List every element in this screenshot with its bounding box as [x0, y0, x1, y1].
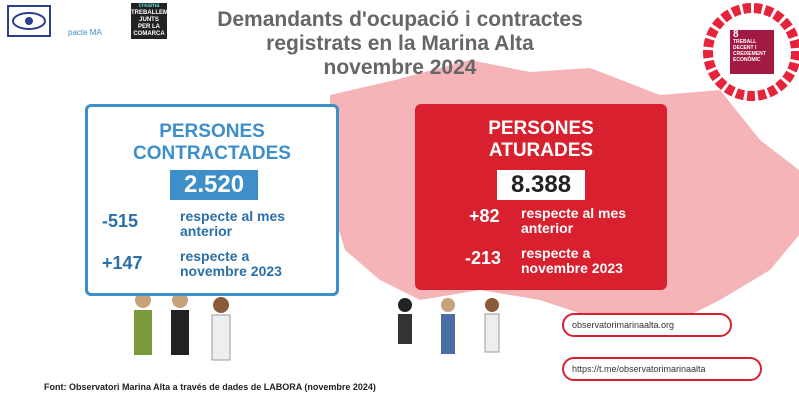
logo-text: JUNTS [139, 17, 159, 23]
title-line: ATURADES [488, 140, 594, 161]
logo-eye [7, 5, 51, 37]
delta: +82 [469, 206, 500, 226]
source: Font: Observatori Marina Alta a través d… [44, 382, 376, 392]
sdg-label: TREBALL DECENT I CREIXEMENT ECONÒMIC [733, 39, 766, 63]
website-link[interactable]: observatorimarinaalta.org [562, 313, 732, 337]
logo-text: creama [138, 3, 160, 9]
logo-text: TREBALLEM [131, 10, 168, 16]
delta-label: respecte al mes anterior [521, 206, 661, 236]
label-line: novembre 2023 [180, 263, 282, 279]
sdg-number: 8 [733, 29, 739, 40]
label-line: anterior [521, 220, 574, 236]
walkers-illustration [398, 298, 500, 354]
workers-illustration [134, 292, 231, 361]
label-line: novembre 2023 [521, 260, 623, 276]
title-line: PERSONES [488, 118, 594, 139]
title: Demandants d'ocupació i contractes regis… [200, 8, 600, 80]
card-title: PERSONES ATURADES [415, 118, 667, 162]
unemployed-card: PERSONES ATURADES 8.388 +82 respecte al … [415, 104, 667, 290]
title-line: PERSONES [159, 121, 265, 142]
label-line: respecte a [180, 248, 250, 264]
delta-label: respecte a novembre 2023 [180, 249, 320, 279]
title-line: registrats en la Marina Alta [266, 32, 534, 55]
label-line: anterior [180, 223, 233, 239]
label-line: respecte a [521, 245, 591, 261]
label-line: respecte al mes [180, 208, 286, 224]
title-line: CONTRACTADES [133, 143, 291, 164]
total: 2.520 [170, 170, 259, 200]
card-title: PERSONES CONTRACTADES [88, 121, 336, 165]
delta-label: respecte a novembre 2023 [521, 246, 661, 276]
logo-pacte: pacte MA [68, 28, 102, 37]
telegram-link[interactable]: https://t.me/observatorimarinaalta [562, 357, 762, 381]
label-line: respecte al mes [521, 205, 627, 221]
delta-label: respecte al mes anterior [180, 209, 320, 239]
title-line: Demandants d'ocupació i contractes [217, 8, 583, 31]
sdg-text: 8 TREBALL DECENT I CREIXEMENT ECONÒMIC [733, 29, 773, 64]
delta: -515 [102, 211, 139, 231]
logo-sdg [703, 3, 799, 101]
logo-creama: creama TREBALLEM JUNTS PER LA COMARCA [131, 3, 168, 39]
logo-text: PER LA COMARCA [133, 24, 165, 37]
contracted-card: PERSONES CONTRACTADES 2.520 -515 respect… [85, 104, 339, 296]
delta: -213 [465, 248, 502, 268]
total: 8.388 [497, 170, 586, 200]
delta: +147 [102, 253, 143, 273]
title-line: novembre 2024 [323, 56, 477, 79]
